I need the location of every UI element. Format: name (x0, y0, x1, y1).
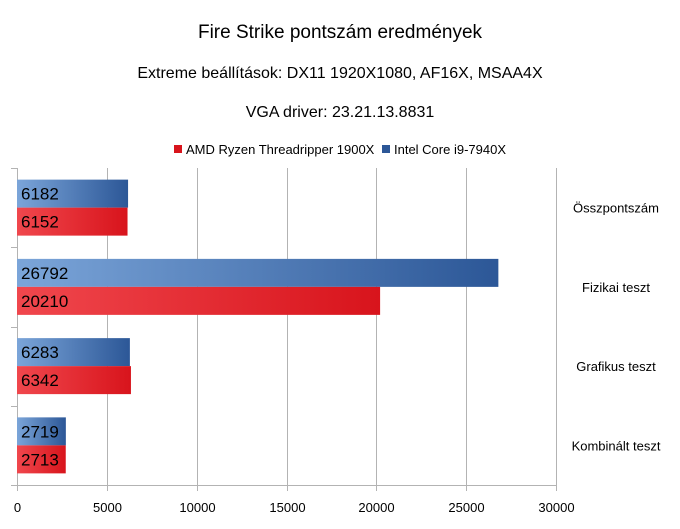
legend-item-amd: AMD Ryzen Threadripper 1900X (174, 142, 374, 157)
data-label-amd: 2713 (21, 450, 59, 469)
data-label-amd: 6152 (21, 213, 59, 232)
bar-amd (17, 207, 128, 236)
chart-subtitle-driver: VGA driver: 23.21.13.8831 (245, 104, 435, 121)
legend-swatch-intel (381, 145, 390, 153)
legend-swatch-amd (174, 145, 182, 153)
category-label: Összpontszám (573, 201, 659, 216)
data-label-intel: 6283 (21, 343, 59, 362)
x-tick-label: 15000 (269, 500, 305, 515)
legend-label-intel: Intel Core i9-7940X (393, 141, 506, 157)
chart-title: Fire Strike pontszám eredmények (197, 22, 483, 43)
category-label: Kombinált teszt (572, 438, 661, 453)
x-tick-label: 10000 (179, 500, 215, 515)
data-label-intel: 6182 (21, 185, 59, 204)
legend: AMD Ryzen Threadripper 1900X Intel Core … (0, 141, 680, 157)
bar-amd (17, 366, 131, 395)
bar-intel (17, 417, 66, 446)
category-label: Grafikus teszt (576, 359, 656, 374)
data-label-intel: 2719 (21, 422, 59, 441)
x-tick-label: 20000 (358, 500, 394, 515)
bar-intel (17, 338, 130, 367)
legend-item-intel: Intel Core i9-7940X (381, 141, 506, 157)
bar-intel (17, 258, 499, 287)
bar-amd (17, 445, 66, 474)
x-tick-label: 30000 (538, 500, 574, 515)
data-label-amd: 6342 (21, 371, 59, 390)
chart-subtitle: Extreme beállítások: DX11 1920X1080, AF1… (137, 65, 543, 82)
x-tick-label: 25000 (448, 500, 484, 515)
data-label-amd: 20210 (21, 292, 68, 311)
legend-label-amd: AMD Ryzen Threadripper 1900X (186, 141, 375, 157)
x-tick-label: 5000 (93, 500, 122, 515)
data-label-intel: 26792 (21, 264, 68, 283)
x-tick-label: 0 (14, 500, 21, 515)
category-label: Fizikai teszt (582, 280, 650, 295)
bar-intel (17, 179, 129, 208)
bar-amd (17, 286, 381, 315)
